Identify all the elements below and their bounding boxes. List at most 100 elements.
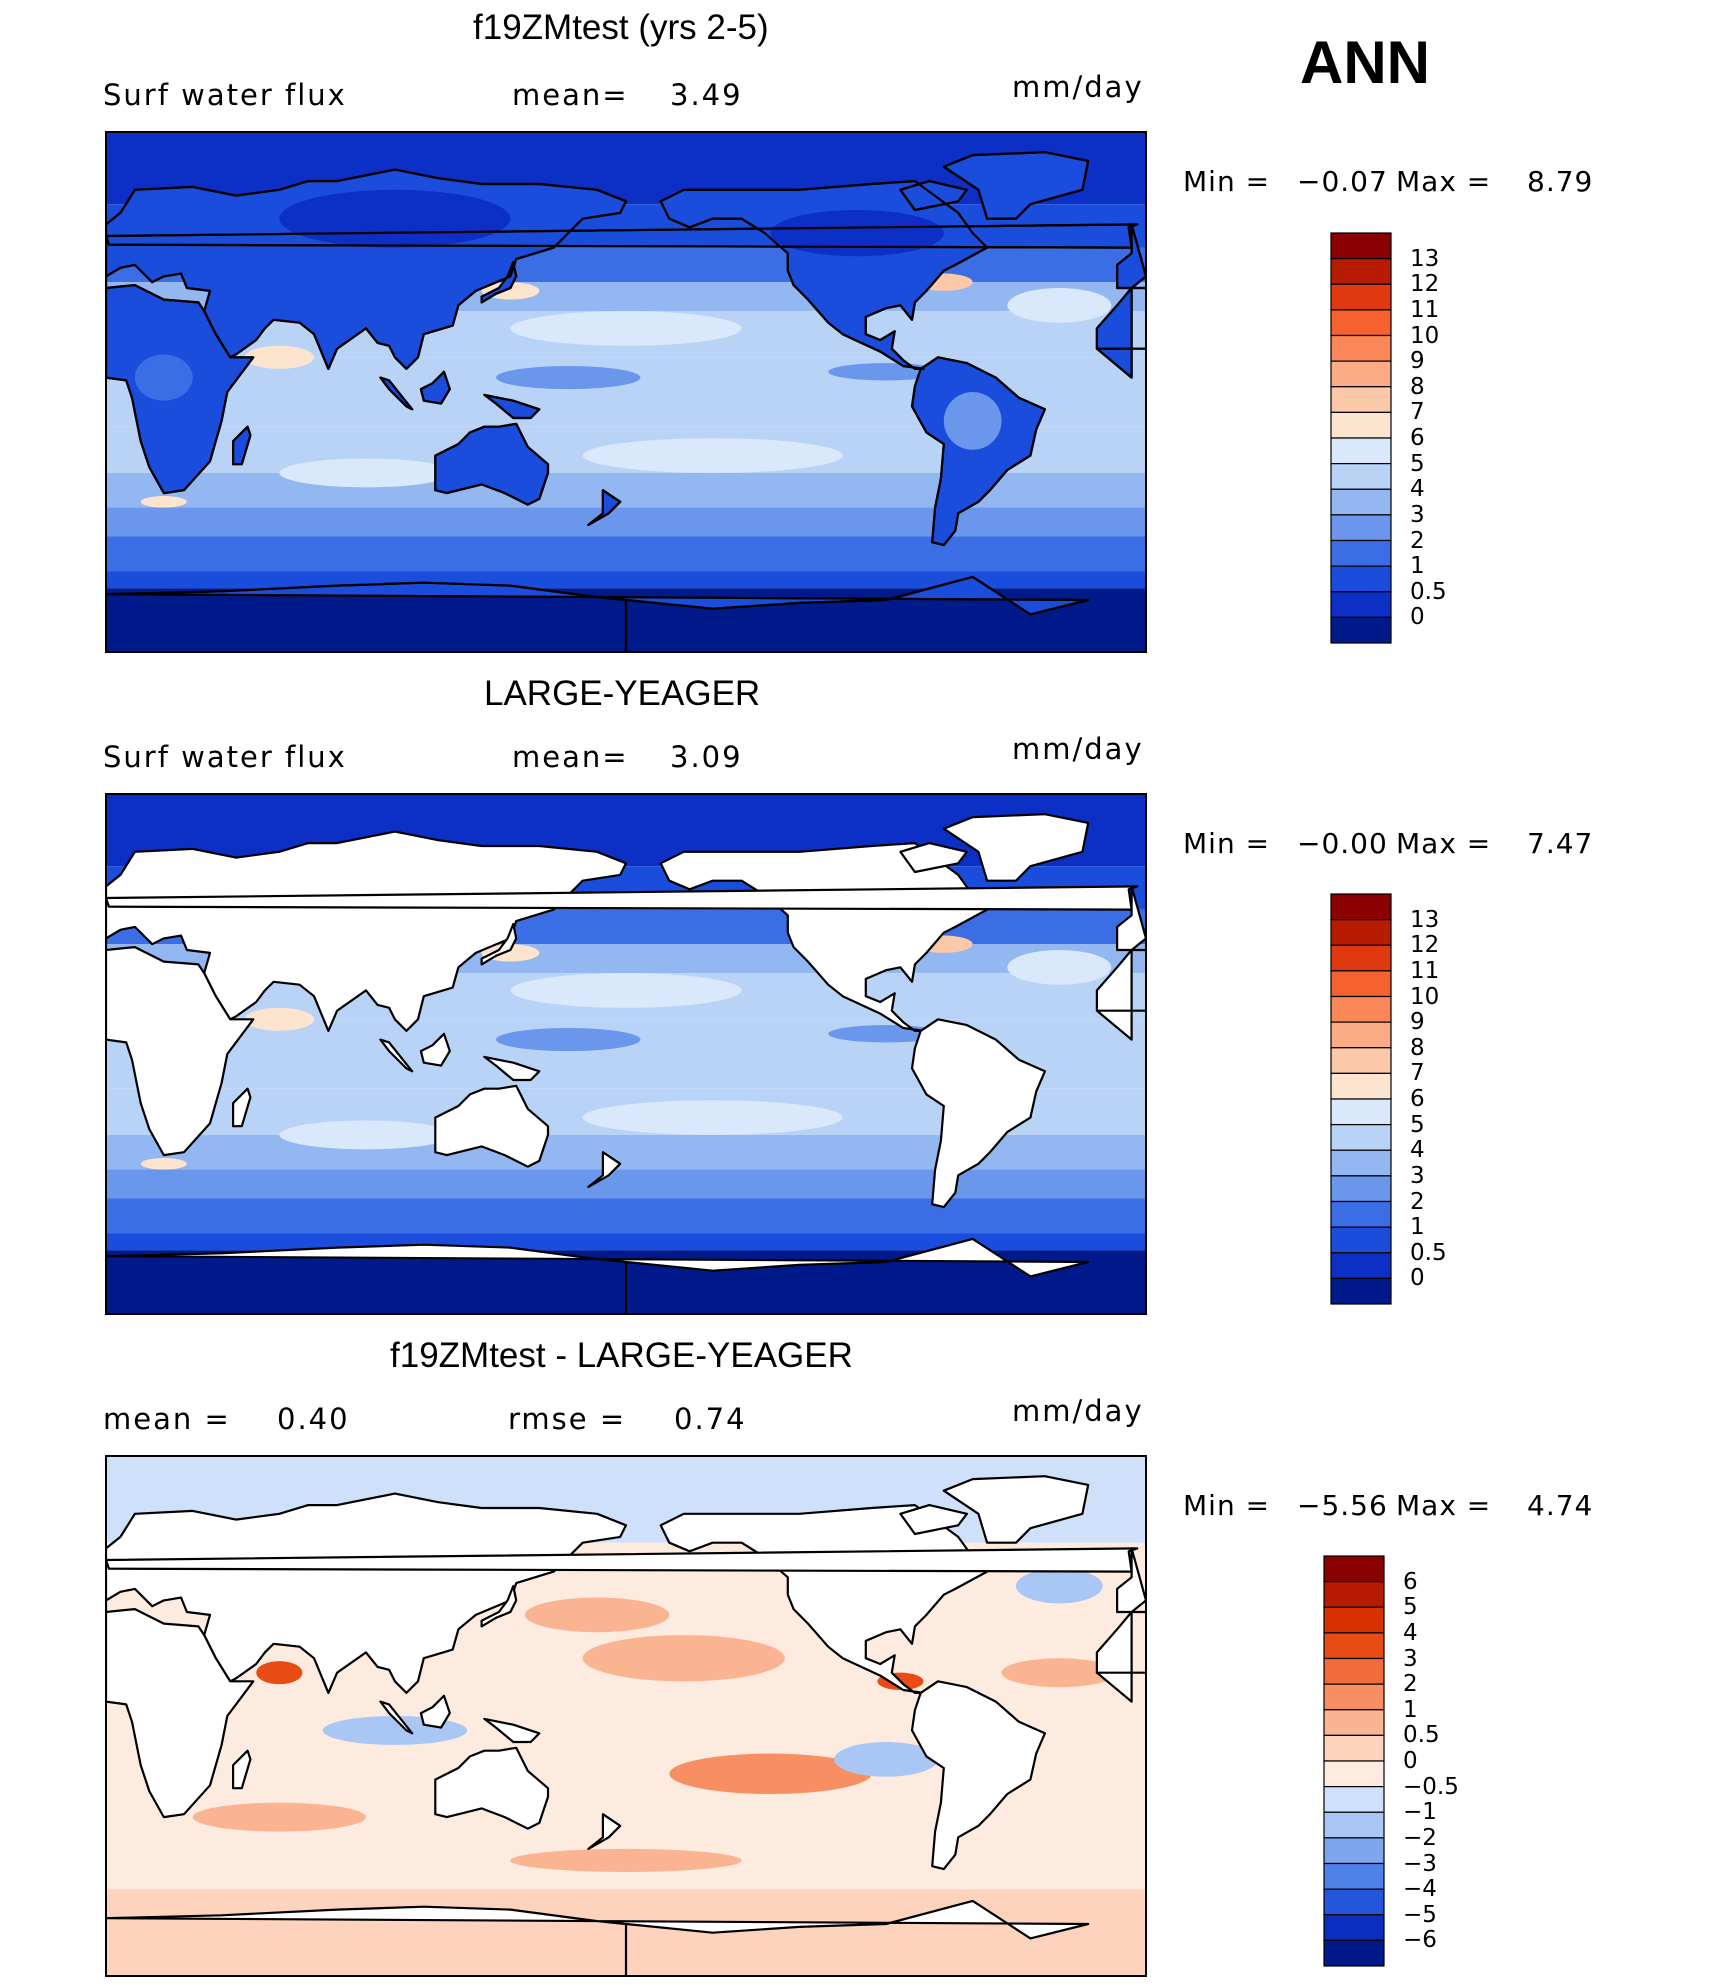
colorbar-tick-label: 11 (1410, 957, 1440, 984)
landmass-new_guinea (483, 1055, 541, 1082)
field-band (106, 1198, 1146, 1234)
colorbar-tick-label: 4 (1410, 476, 1425, 503)
colorbar-tick-label: −2 (1403, 1824, 1437, 1851)
field-feature (1001, 1658, 1118, 1688)
panel-title: f19ZMtest (yrs 2-5) (473, 8, 769, 47)
colorbar-tick-label: 10 (1410, 322, 1440, 349)
variable-label: Surf water flux (103, 78, 347, 112)
landmass-sumatra (379, 1038, 414, 1073)
field-feature (1007, 950, 1112, 985)
field-feature (279, 189, 511, 248)
field-feature (582, 1100, 843, 1135)
landmass-madagascar (232, 1087, 252, 1128)
landmass-uk (106, 1547, 1139, 1573)
colorbar-tick-label: 3 (1403, 1645, 1418, 1672)
colorbar-swatch (1330, 1226, 1392, 1254)
season-label: ANN (1300, 29, 1430, 96)
field-feature (256, 1661, 303, 1685)
units-label: mm/day (1012, 1394, 1144, 1428)
colorbar-swatch (1323, 1683, 1385, 1711)
colorbar-tick-label: −5 (1403, 1901, 1437, 1928)
colorbar-tick-label: −4 (1403, 1876, 1437, 1903)
colorbar-swatch (1323, 1709, 1385, 1736)
landmass-sumatra (379, 376, 414, 411)
field-feature (496, 1028, 641, 1052)
colorbar-swatch (1330, 591, 1392, 618)
landmass-eurasia (106, 168, 628, 370)
field-band (106, 536, 1146, 572)
landmass-nz (587, 1151, 622, 1188)
landmass-africa (1095, 286, 1146, 379)
colorbar-swatch (1330, 309, 1392, 337)
landmass-borneo (419, 1032, 451, 1067)
landmass-africa (106, 946, 255, 1157)
colorbar-tick-label: 0.5 (1410, 1239, 1447, 1266)
colorbar-swatch (1323, 1606, 1385, 1634)
colorbar-tick-label: 6 (1410, 1086, 1425, 1112)
field-feature (496, 366, 641, 390)
max-value: 4.74 (1527, 1489, 1594, 1522)
landmass-eurasia (1115, 1547, 1146, 1614)
colorbar-swatch (1330, 1252, 1392, 1279)
colorbar-swatch (1330, 1072, 1392, 1100)
landmass-baffin (899, 841, 969, 874)
colorbar-swatch (1330, 411, 1392, 439)
colorbar (1330, 232, 1392, 644)
colorbar-swatch (1330, 539, 1392, 567)
colorbar-swatch (1330, 1149, 1392, 1177)
colorbar-swatch (1330, 944, 1392, 972)
colorbar-swatch (1330, 995, 1392, 1023)
panel-title: LARGE-YEAGER (484, 674, 761, 713)
landmass-antarctica (106, 1237, 1090, 1314)
colorbar-swatch (1330, 283, 1392, 311)
colorbar-tick-label: 2 (1403, 1671, 1418, 1698)
field-feature (244, 345, 314, 369)
landmass-greenland (942, 1475, 1090, 1544)
landmass-madagascar (232, 1749, 252, 1790)
landmass-africa (106, 1608, 255, 1819)
field-feature (140, 496, 187, 508)
colorbar-swatch (1330, 1098, 1392, 1126)
min-value: −0.07 (1297, 165, 1388, 198)
landmass-borneo (419, 1694, 451, 1729)
landmass-japan (480, 260, 518, 304)
colorbar-swatch (1323, 1914, 1385, 1941)
landmass-s_america (910, 356, 1047, 547)
colorbar-swatch (1323, 1811, 1385, 1839)
colorbar-swatch (1330, 488, 1392, 516)
landmass-greenland (942, 151, 1090, 220)
colorbar-tick-label: 13 (1410, 245, 1440, 272)
field-feature (510, 1848, 742, 1872)
landmass-madagascar (232, 425, 252, 466)
colorbar-tick-label: 6 (1410, 425, 1425, 451)
colorbar-swatch (1330, 334, 1392, 362)
landmass-australia (434, 1084, 550, 1168)
mean-value: 3.49 (670, 78, 743, 112)
mean-value: 3.09 (670, 740, 743, 774)
colorbar-tick-label: 5 (1403, 1594, 1418, 1621)
landmass-eurasia (106, 830, 628, 1032)
field-band (106, 507, 1146, 537)
colorbar-tick-label: 1 (1410, 553, 1425, 580)
landmass-antarctica (106, 1899, 1090, 1976)
field-feature (279, 1120, 453, 1150)
landmass-africa (1095, 1610, 1146, 1703)
min-label: Min = (1183, 1489, 1271, 1522)
colorbar (1323, 1555, 1385, 1967)
field-feature (1007, 288, 1112, 323)
units-label: mm/day (1012, 732, 1144, 766)
colorbar-tick-label: 9 (1410, 348, 1425, 375)
landmass-eurasia (1115, 223, 1146, 290)
colorbar-tick-label: 8 (1410, 373, 1425, 400)
max-value: 8.79 (1527, 165, 1594, 198)
landmass-baffin (899, 179, 969, 212)
map-plot (105, 1455, 1147, 1977)
mean-label: mean= (512, 740, 629, 774)
colorbar-tick-label: −1 (1403, 1799, 1437, 1826)
colorbar-swatch (1330, 1200, 1392, 1228)
colorbar-swatch (1330, 919, 1392, 946)
field-feature (1016, 1568, 1103, 1604)
colorbar-swatch (1323, 1632, 1385, 1660)
colorbar-tick-label: 13 (1410, 906, 1440, 933)
landmass-s_america (910, 1018, 1047, 1209)
